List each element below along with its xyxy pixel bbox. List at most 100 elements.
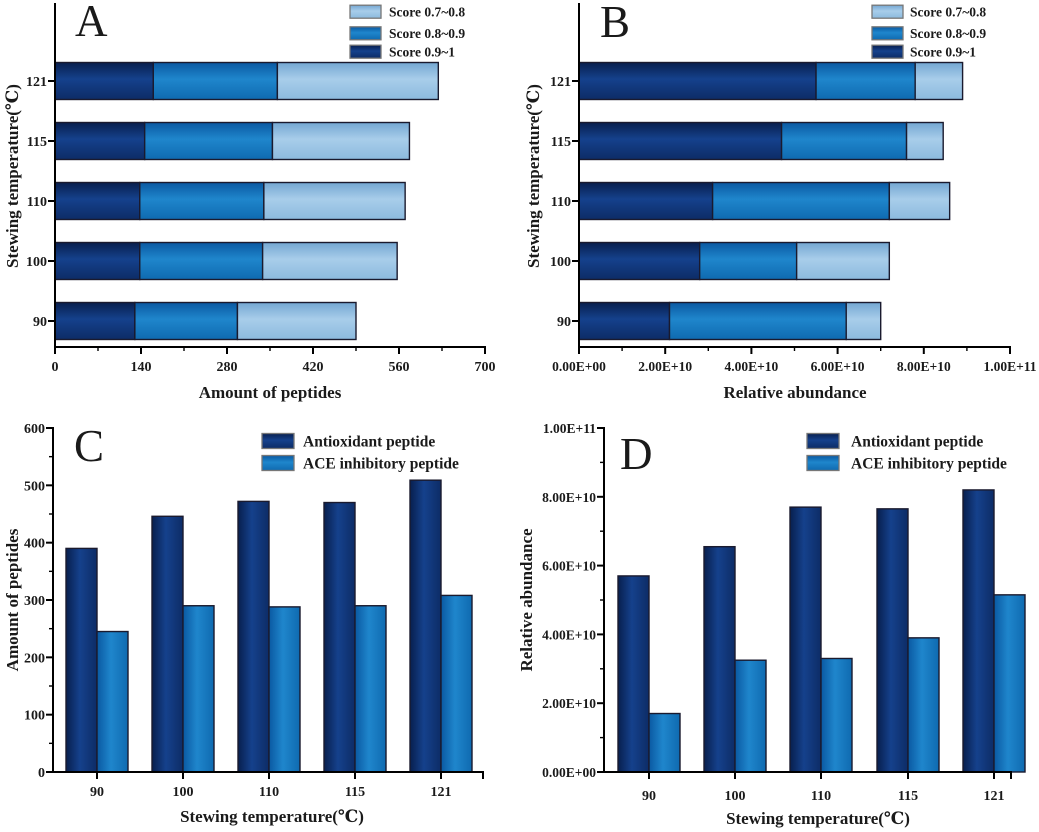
y-axis-title: Stewing temperature(℃) xyxy=(524,84,543,268)
legend-label: Score 0.9~1 xyxy=(910,45,976,60)
bar xyxy=(820,657,853,773)
legend-label: Score 0.8~0.9 xyxy=(389,26,465,41)
panel-letter-c: C xyxy=(74,421,104,471)
bar xyxy=(354,605,387,773)
bar xyxy=(993,594,1026,773)
y-tick-label: 2.00E+10 xyxy=(542,696,596,711)
y-tick-label: 1.00E+11 xyxy=(543,421,596,436)
legend-swatch xyxy=(349,26,382,41)
x-category-label: 110 xyxy=(259,785,279,800)
bar-segment xyxy=(711,181,891,221)
bar xyxy=(703,545,736,773)
bar xyxy=(65,547,98,773)
bar-segment xyxy=(54,241,141,281)
legend-label: Antioxidant peptide xyxy=(851,434,983,451)
bar-segment xyxy=(54,301,136,341)
legend-swatch xyxy=(806,454,840,472)
bar-segment xyxy=(578,61,817,101)
y-axis-title: Amount of peptides xyxy=(3,528,22,671)
y-category-label: 115 xyxy=(551,135,571,150)
panel-b: 0.00E+00 2.00E+10 4.00E+10 6.00E+10 8.00E+10… xyxy=(524,0,1037,402)
x-tick-label: 1.00E+11 xyxy=(983,359,1036,374)
y-tick-label: 500 xyxy=(24,479,45,494)
x-tick-label: 6.00E+10 xyxy=(811,359,865,374)
legend-panel-C: Antioxidant peptide ACE inhibitory peptid… xyxy=(261,432,459,473)
x-tick-label: 0 xyxy=(52,360,59,375)
legend-panel-A: Score 0.7~0.8 Score 0.8~0.9 Score 0.9~1 xyxy=(349,4,465,60)
bar-segment xyxy=(271,121,411,161)
y-category-label: 121 xyxy=(550,75,571,90)
bar-segment xyxy=(236,301,357,341)
bar-segment xyxy=(54,61,154,101)
legend-swatch xyxy=(261,454,295,472)
bar-segment xyxy=(143,121,274,161)
bar xyxy=(440,594,473,773)
panel-d: 0.00E+00 2.00E+10 4.00E+10 6.00E+10 8.00E+10… xyxy=(517,421,1026,828)
bar xyxy=(323,501,356,773)
panel-letter-a: A xyxy=(75,0,108,46)
bar xyxy=(96,630,129,773)
legend-panel-D: Antioxidant peptide ACE inhibitory peptid… xyxy=(806,432,1007,473)
legend-label: ACE inhibitory peptide xyxy=(303,456,459,473)
x-axis-title: Amount of peptides xyxy=(199,383,342,402)
bar-segment xyxy=(698,241,798,281)
bar xyxy=(182,605,215,773)
bar-segment xyxy=(795,241,891,281)
y-category-label: 110 xyxy=(27,195,47,210)
y-category-label: 121 xyxy=(26,75,47,90)
y-tick-label: 8.00E+10 xyxy=(542,490,596,505)
bar-segment xyxy=(578,301,671,341)
x-tick-label: 0.00E+00 xyxy=(552,359,606,374)
x-category-label: 115 xyxy=(345,785,365,800)
y-axis-title: Relative abundance xyxy=(517,528,536,672)
bar-segment xyxy=(54,181,141,221)
bar xyxy=(237,500,270,773)
bar-segment xyxy=(263,181,406,221)
bar xyxy=(876,508,909,773)
panel-c: 0 100 200 300 400 500 600 90 100 110 115 121 Stewing… xyxy=(3,421,484,826)
legend-panel-B: Score 0.7~0.8 Score 0.8~0.9 Score 0.9~1 xyxy=(871,4,986,60)
legend-swatch xyxy=(871,4,904,19)
bar xyxy=(789,506,822,773)
bar xyxy=(409,479,442,773)
x-category-label: 100 xyxy=(173,785,194,800)
bar-segment xyxy=(914,61,964,101)
bar-segment xyxy=(578,181,714,221)
x-tick-label: 4.00E+10 xyxy=(724,359,778,374)
bar-segment xyxy=(815,61,916,101)
legend-swatch xyxy=(871,44,904,59)
bar xyxy=(648,712,681,773)
y-tick-label: 4.00E+10 xyxy=(542,627,596,642)
bar-segment xyxy=(139,241,264,281)
x-tick-label: 560 xyxy=(389,360,410,375)
x-tick-label: 140 xyxy=(131,360,152,375)
x-category-label: 115 xyxy=(898,789,918,804)
y-category-label: 100 xyxy=(550,255,571,270)
x-category-label: 90 xyxy=(642,789,656,804)
bar xyxy=(907,637,940,773)
x-tick-label: 280 xyxy=(217,360,238,375)
bar-segment xyxy=(905,121,944,161)
x-axis-title: Stewing temperature(℃) xyxy=(180,807,364,826)
bar-segment xyxy=(780,121,908,161)
x-category-label: 110 xyxy=(811,789,831,804)
y-tick-label: 300 xyxy=(24,594,45,609)
bar xyxy=(151,515,184,773)
x-tick-label: 2.00E+10 xyxy=(638,359,692,374)
y-tick-label: 200 xyxy=(24,651,45,666)
panel-a: 0 140 280 420 560 700 90 100 110 115 121 Amount of … xyxy=(3,0,496,402)
bar-segment xyxy=(139,181,265,221)
bar-segment xyxy=(578,121,783,161)
bar-segment xyxy=(152,61,279,101)
x-axis-title: Stewing temperature(℃) xyxy=(726,809,910,828)
legend-swatch xyxy=(349,4,382,19)
legend-swatch xyxy=(871,26,904,41)
legend-label: Antioxidant peptide xyxy=(303,434,435,451)
legend-swatch xyxy=(349,44,382,59)
y-tick-label: 0.00E+00 xyxy=(542,765,596,780)
bar-segment xyxy=(54,121,146,161)
bar xyxy=(962,489,995,773)
panel-letter-d: D xyxy=(620,429,653,479)
y-category-label: 110 xyxy=(551,195,571,210)
x-tick-label: 420 xyxy=(303,360,324,375)
